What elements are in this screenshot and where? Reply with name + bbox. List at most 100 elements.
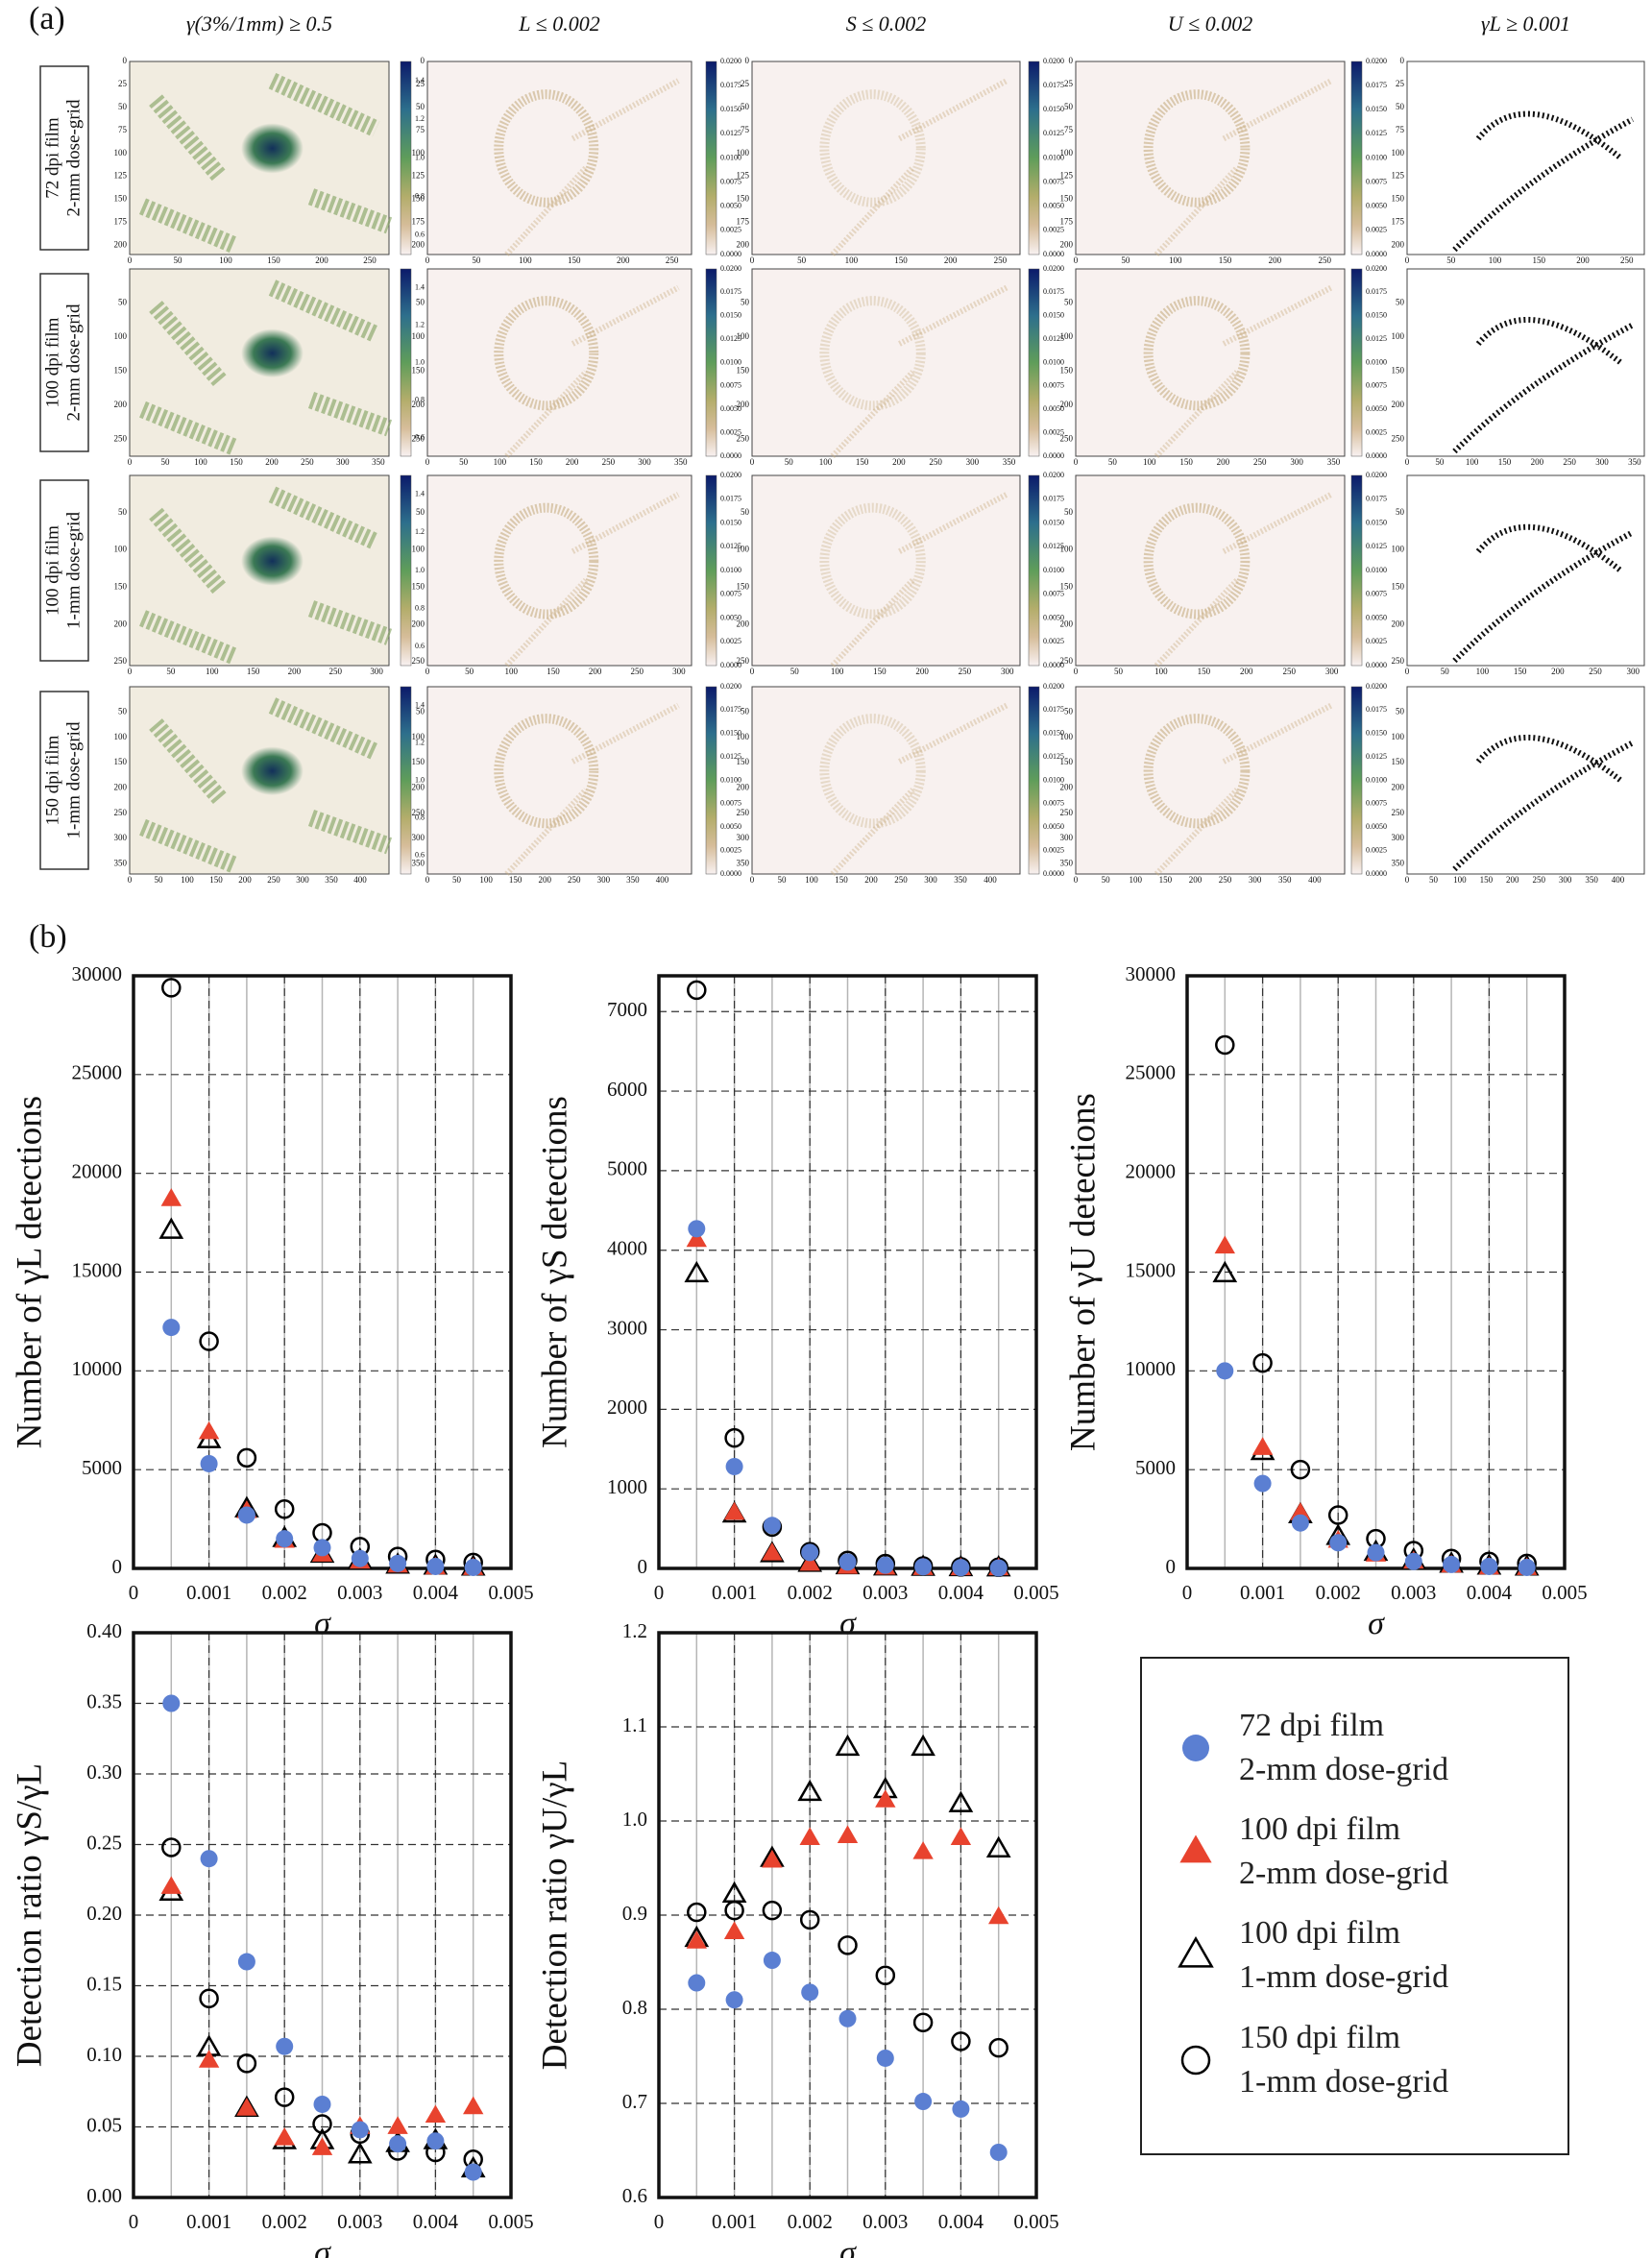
colorbar-tick-label: 0.0125 [1366, 129, 1387, 137]
y-tick-label: 300 [114, 833, 128, 842]
marker [837, 1825, 859, 1843]
x-tick-label: 100 [831, 667, 844, 676]
heatmap-texture [1143, 89, 1251, 207]
colorbar-tick-label: 0.0175 [1043, 705, 1064, 714]
x-tick-label: 0 [425, 255, 430, 265]
colorbar-tick-label: 0.0175 [1366, 495, 1387, 503]
column-title: L ≤ 0.002 [518, 12, 599, 36]
y-tick-label: 100 [412, 732, 425, 741]
colorbar-tick-label: 1.0 [415, 153, 425, 161]
heatmap-texture [138, 198, 237, 254]
y-tick-label: 175 [1060, 217, 1074, 227]
x-tick-label: 250 [1620, 255, 1634, 265]
colorbar [400, 686, 412, 875]
x-tick-label: 0.004 [1467, 1581, 1513, 1604]
x-tick-label: 0 [750, 457, 755, 467]
marker [1252, 1352, 1273, 1373]
heatmap-texture [1154, 702, 1333, 877]
x-tick-label: 150 [1198, 667, 1211, 676]
y-tick-label: 350 [114, 859, 128, 868]
heatmap-texture [241, 328, 304, 378]
y-tick-label: 175 [114, 217, 128, 227]
row-label: 2-mm dose-grid [63, 303, 84, 421]
column-title: U ≤ 0.002 [1168, 12, 1252, 36]
marker [876, 1556, 894, 1574]
x-tick-label: 150 [1480, 875, 1494, 885]
marker [952, 1559, 970, 1577]
colorbar-tick-label: 1.2 [415, 320, 425, 328]
heatmap-texture [241, 123, 304, 174]
colorbar [1028, 268, 1040, 457]
x-tick-label: 50 [459, 457, 469, 467]
y-axis-label: Number of γL detections [10, 1096, 49, 1448]
marker [875, 1789, 896, 1808]
colorbar-tick-label: 0.0000 [1366, 661, 1387, 669]
colorbar-tick-label: 0.0100 [720, 153, 741, 161]
colorbar-tick-label: 0.0025 [720, 845, 741, 854]
x-tick-label: 200 [1269, 255, 1282, 265]
y-tick-label: 150 [1392, 365, 1405, 375]
y-tick-label: 25000 [72, 1061, 123, 1084]
x-tick-label: 250 [301, 457, 314, 467]
y-tick-label: 250 [737, 656, 750, 666]
x-tick-label: 150 [529, 457, 543, 467]
heatmap-texture [1143, 296, 1251, 411]
y-tick-label: 75 [118, 125, 128, 134]
y-tick-label: 50 [416, 706, 425, 716]
heatmap-bg [1406, 268, 1645, 457]
y-tick-label: 150 [1060, 757, 1074, 766]
colorbar-tick-label: 0.0200 [1043, 471, 1064, 479]
y-tick-label: 0.00 [86, 2184, 122, 2207]
x-tick-label: 250 [363, 255, 377, 265]
x-tick-label: 200 [892, 457, 906, 467]
x-tick-label: 0.001 [1240, 1581, 1285, 1604]
colorbar-tick-label: 0.0100 [720, 566, 741, 574]
heatmap-texture [504, 492, 680, 668]
heatmap-bg [1075, 268, 1346, 457]
y-tick-label: 100 [1392, 732, 1405, 741]
colorbar-tick-label: 0.0000 [720, 661, 741, 669]
colorbar-tick-label: 0.0100 [1366, 775, 1387, 784]
marker [1404, 1552, 1422, 1570]
colorbar-tick-label: 0.0050 [720, 822, 741, 831]
x-tick-label: 250 [1282, 667, 1296, 676]
colorbar [400, 61, 412, 255]
marker [989, 1559, 1008, 1577]
colorbar-tick-label: 0.0075 [720, 381, 741, 390]
y-tick-label: 200 [412, 239, 425, 249]
x-tick-label: 150 [1159, 875, 1173, 885]
heatmap-texture [268, 279, 380, 343]
y-tick-label: 200 [1060, 619, 1074, 628]
y-tick-label: 100 [114, 732, 128, 741]
heatmap-texture [307, 810, 393, 855]
legend-box [1140, 1657, 1569, 2155]
colorbar-tick-label: 1.0 [415, 357, 425, 366]
colorbar-tick-label: 0.0025 [1366, 845, 1387, 854]
marker [684, 1260, 710, 1283]
x-tick-label: 250 [329, 667, 343, 676]
y-tick-label: 350 [1060, 859, 1074, 868]
y-tick-label: 100 [412, 545, 425, 554]
x-tick-label: 300 [336, 457, 350, 467]
colorbar-tick-label: 0.8 [415, 813, 425, 821]
x-tick-label: 200 [238, 875, 252, 885]
x-tick-label: 0.002 [788, 2210, 833, 2233]
marker [351, 2121, 369, 2139]
y-tick-label: 0 [112, 1555, 123, 1578]
heatmap [751, 268, 1021, 459]
colorbar [705, 61, 717, 255]
x-tick-label: 100 [494, 457, 507, 467]
y-tick-label: 50 [118, 507, 128, 517]
marker [1215, 1034, 1235, 1056]
x-tick-label: 0 [129, 1581, 139, 1604]
colorbar-tick-label: 0.0150 [1366, 518, 1387, 526]
heatmap-texture [1452, 316, 1635, 454]
marker [687, 980, 707, 1001]
row-label: 2-mm dose-grid [63, 99, 84, 216]
heatmap-texture [1452, 523, 1635, 664]
x-tick-label: 0.003 [1391, 1581, 1436, 1604]
colorbar-tick-label: 0.0200 [1366, 682, 1387, 691]
heatmap [1075, 474, 1346, 668]
x-tick-label: 0 [128, 457, 133, 467]
